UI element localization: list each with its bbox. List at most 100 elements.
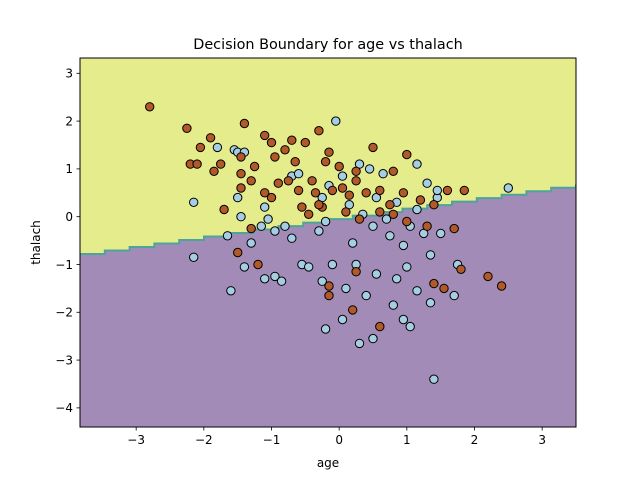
data-point-class-0 [276,276,287,286]
data-point-class-1 [375,207,385,217]
x-axis-label: age [317,456,339,470]
data-point-class-0 [378,169,388,179]
data-point-class-1 [456,264,466,274]
data-point-class-0 [233,192,243,203]
plot-area [80,58,576,427]
x-tick-label: 3 [538,433,546,447]
data-point-class-0 [398,314,409,325]
data-point-class-1 [239,118,250,129]
data-point-class-1 [324,290,334,301]
data-point-class-1 [195,142,206,153]
data-point-class-0 [222,231,233,241]
data-point-class-0 [287,233,297,243]
data-point-class-1 [273,178,283,188]
data-point-class-1 [270,152,280,162]
data-point-class-0 [429,374,439,384]
x-axis: −3 −2 −1 0 1 2 3 [127,427,546,447]
data-point-class-1 [415,195,426,205]
data-point-class-1 [429,278,439,289]
data-point-class-0 [388,300,398,310]
y-tick-label: −2 [55,306,73,320]
data-point-class-1 [314,200,324,210]
chart-title: Decision Boundary for age vs thalach [193,37,462,53]
data-point-class-0 [361,290,371,301]
data-point-class-1 [483,271,493,282]
y-tick-label: 2 [65,114,73,128]
data-point-class-0 [364,164,375,174]
data-point-class-1 [182,123,192,134]
data-point-class-0 [348,238,358,248]
data-point-class-1 [324,147,334,157]
data-point-class-0 [425,250,436,260]
data-point-class-0 [337,171,348,181]
data-point-class-1 [439,283,449,294]
data-point-class-1 [236,183,246,193]
data-point-class-0 [354,338,365,349]
data-point-class-1 [361,188,371,198]
x-tick-label: −2 [195,433,213,447]
data-point-class-0 [412,286,422,296]
data-point-class-1 [320,157,331,167]
data-point-class-1 [260,130,270,141]
data-point-class-1 [304,209,314,220]
data-point-class-1 [385,200,395,210]
data-point-class-1 [253,259,263,270]
y-tick-label: −4 [55,401,73,415]
x-tick-label: −1 [263,433,281,447]
data-point-class-0 [425,298,436,308]
data-point-class-1 [293,185,304,196]
data-point-class-1 [375,321,385,332]
data-point-class-1 [300,137,310,148]
data-point-class-1 [351,176,361,186]
data-point-class-0 [270,226,280,236]
y-tick-label: −1 [55,258,73,272]
data-point-class-1 [348,305,358,315]
data-point-class-0 [368,333,378,344]
data-point-class-0 [405,321,415,332]
data-point-class-0 [320,324,331,334]
data-point-class-1 [459,185,469,196]
data-point-class-1 [375,185,385,196]
data-point-class-0 [449,290,459,301]
y-axis: −4 −3 −2 −1 0 1 2 3 [55,67,80,415]
data-point-class-1 [398,188,409,198]
data-point-class-1 [283,176,294,186]
data-point-class-0 [260,202,270,212]
data-point-class-0 [236,212,246,222]
data-point-class-1 [145,102,155,112]
data-point-class-0 [371,269,382,279]
data-point-class-1 [219,204,229,215]
data-point-class-0 [226,286,236,296]
data-point-class-0 [260,274,270,284]
data-point-class-0 [503,183,513,193]
data-point-class-0 [304,262,314,272]
data-point-class-1 [442,185,453,196]
data-point-class-0 [436,228,446,239]
data-point-class-0 [331,116,341,126]
data-point-class-1 [280,145,290,155]
data-point-class-1 [216,159,226,169]
data-point-class-1 [266,137,277,148]
y-tick-label: 0 [65,210,73,224]
data-point-class-0 [327,259,338,270]
plot-frame [79,57,577,428]
data-point-class-1 [344,190,354,200]
data-point-class-1 [249,161,260,172]
data-point-class-1 [236,152,246,162]
data-point-class-0 [280,221,290,231]
data-point-class-1 [449,223,459,234]
data-point-class-1 [496,281,507,291]
data-point-class-0 [246,238,256,248]
data-point-class-1 [429,200,439,210]
data-point-class-1 [290,157,300,167]
x-tick-label: 0 [335,433,343,447]
x-tick-label: 2 [471,433,479,447]
data-point-class-1 [324,281,334,291]
x-tick-label: 1 [403,433,411,447]
data-point-class-0 [402,262,412,272]
data-point-class-1 [236,169,246,179]
data-point-class-0 [256,221,266,231]
data-point-class-1 [388,209,398,220]
data-point-class-0 [385,231,395,241]
